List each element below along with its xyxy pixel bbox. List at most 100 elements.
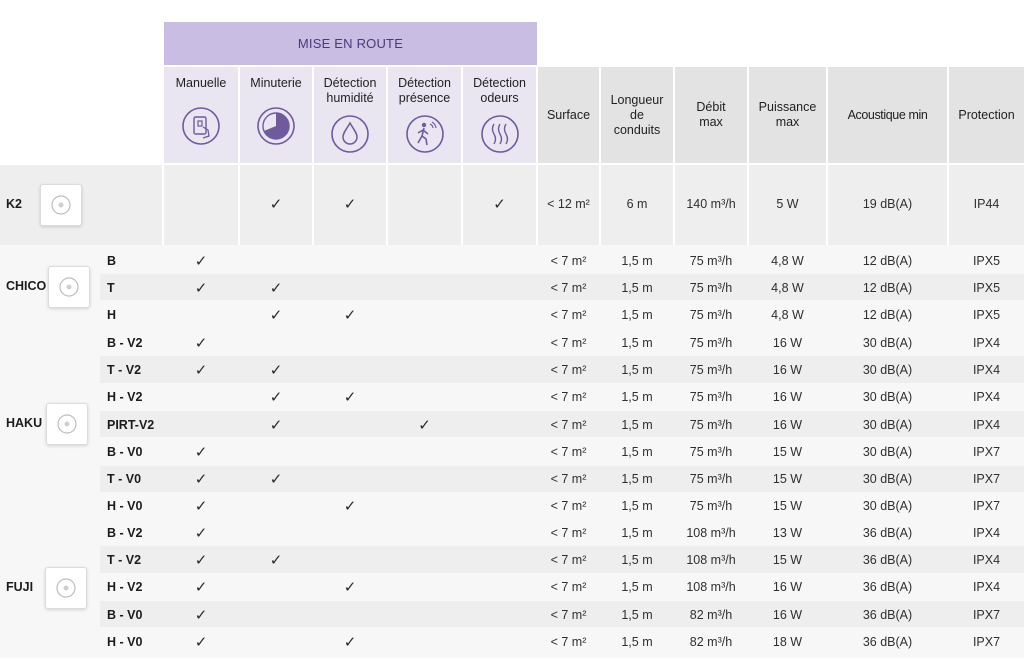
power-cell: 16 W <box>772 417 803 432</box>
flow-cell: 82 m³/h <box>689 607 733 622</box>
power-cell: 15 W <box>772 552 803 567</box>
check-mark: ✓ <box>269 196 283 213</box>
check-mark: ✓ <box>269 361 283 379</box>
protection-cell: IPX5 <box>972 253 1001 268</box>
length-cell: 1,5 m <box>621 634 653 649</box>
header-minuterie: Minuterie <box>240 67 312 163</box>
power-cell: 16 W <box>772 607 803 622</box>
brand-label-chico: CHICO <box>6 279 47 293</box>
power-cell: 4,8 W <box>771 253 804 268</box>
surface-cell: < 7 m² <box>550 280 587 295</box>
flow-cell: 75 m³/h <box>689 472 733 487</box>
check-mark: ✓ <box>194 252 208 270</box>
header-detection-odeurs: Détection odeurs <box>463 67 536 163</box>
brand-label-fuji: FUJI <box>6 580 34 594</box>
column-gutter <box>536 165 538 245</box>
surface-cell: < 7 m² <box>550 525 587 540</box>
haku-fan-image <box>46 402 88 445</box>
power-cell: 16 W <box>772 390 803 405</box>
header-debit-line2: max <box>699 115 723 129</box>
flow-cell: 75 m³/h <box>689 390 733 405</box>
surface-cell: < 7 m² <box>550 607 587 622</box>
header-minuterie-label: Minuterie <box>250 76 302 90</box>
model-label: B - V0 <box>107 444 143 459</box>
model-label: T - V2 <box>107 362 142 377</box>
column-gutter <box>238 165 240 245</box>
power-cell: 5 W <box>776 197 799 211</box>
check-mark: ✓ <box>343 498 357 516</box>
length-cell: 1,5 m <box>621 253 653 268</box>
surface-cell: < 7 m² <box>550 444 587 459</box>
model-label: B - V0 <box>107 607 143 622</box>
protection-cell: IPX5 <box>972 280 1001 295</box>
power-cell: 18 W <box>772 634 803 649</box>
check-mark: ✓ <box>194 361 208 379</box>
row-band <box>100 274 1024 300</box>
header-longueur-line2: de <box>630 107 644 122</box>
mise-en-route-banner: MISE EN ROUTE <box>164 22 537 65</box>
header-presence-line1: Détection <box>398 76 451 90</box>
k2-fan-image <box>40 184 82 226</box>
surface-cell: < 12 m² <box>547 197 590 211</box>
flow-cell: 75 m³/h <box>689 417 733 432</box>
header-presence-line2: présence <box>398 91 451 105</box>
length-cell: 1,5 m <box>621 499 653 514</box>
header-detection-presence: Détection présence <box>388 67 461 163</box>
length-cell: 1,5 m <box>621 607 653 622</box>
surface-cell: < 7 m² <box>550 552 587 567</box>
check-mark: ✓ <box>194 551 208 569</box>
header-humidite-line2: humidité <box>326 91 374 105</box>
power-cell: 4,8 W <box>771 280 804 295</box>
header-puissance-line2: max <box>775 115 800 129</box>
surface-cell: < 7 m² <box>550 390 587 405</box>
model-label: H - V0 <box>107 634 143 649</box>
surface-cell: < 7 m² <box>550 472 587 487</box>
flow-cell: 82 m³/h <box>689 634 733 649</box>
power-cell: 4,8 W <box>771 307 804 322</box>
model-label: T <box>107 280 115 295</box>
header-protection: Protection <box>949 67 1024 163</box>
surface-cell: < 7 m² <box>550 307 587 322</box>
column-gutter <box>826 165 828 245</box>
model-label: H - V2 <box>107 580 143 595</box>
acoustic-cell: 12 dB(A) <box>862 280 913 295</box>
power-cell: 15 W <box>772 499 803 514</box>
check-mark: ✓ <box>343 389 357 407</box>
header-puissance-line1: Puissance <box>758 100 817 114</box>
length-cell: 1,5 m <box>621 444 653 459</box>
check-mark: ✓ <box>343 196 357 213</box>
check-mark: ✓ <box>194 498 208 516</box>
acoustic-cell: 36 dB(A) <box>862 607 913 622</box>
acoustic-cell: 30 dB(A) <box>862 472 913 487</box>
length-cell: 1,5 m <box>621 580 653 595</box>
header-detection-humidite: Détection humidité <box>314 67 386 163</box>
acoustic-cell: 36 dB(A) <box>862 552 913 567</box>
row-band <box>100 410 1024 438</box>
check-mark: ✓ <box>493 196 506 213</box>
check-mark: ✓ <box>194 334 208 352</box>
flow-cell: 75 m³/h <box>689 499 733 514</box>
check-mark: ✓ <box>194 633 208 651</box>
flow-cell: 140 m³/h <box>686 197 736 211</box>
acoustic-cell: 36 dB(A) <box>862 525 913 540</box>
surface-cell: < 7 m² <box>550 580 587 595</box>
protection-cell: IP44 <box>973 197 1000 211</box>
protection-cell: IPX4 <box>972 390 1001 405</box>
check-mark: ✓ <box>269 471 283 489</box>
column-gutter <box>673 165 675 245</box>
length-cell: 1,5 m <box>621 417 653 432</box>
flow-cell: 75 m³/h <box>689 253 733 268</box>
row-band <box>100 465 1024 492</box>
check-mark: ✓ <box>194 579 208 597</box>
protection-cell: IPX7 <box>972 634 1001 649</box>
check-mark: ✓ <box>269 279 283 297</box>
power-cell: 13 W <box>772 525 803 540</box>
header-longueur-line3: conduits <box>613 122 661 137</box>
header-puissance: Puissance max <box>749 67 826 163</box>
flow-cell: 108 m³/h <box>686 552 736 567</box>
hand-switch-icon <box>181 106 221 146</box>
flow-cell: 75 m³/h <box>689 362 733 377</box>
model-label: H - V0 <box>107 499 143 514</box>
length-cell: 1,5 m <box>621 552 653 567</box>
check-mark: ✓ <box>194 524 208 542</box>
